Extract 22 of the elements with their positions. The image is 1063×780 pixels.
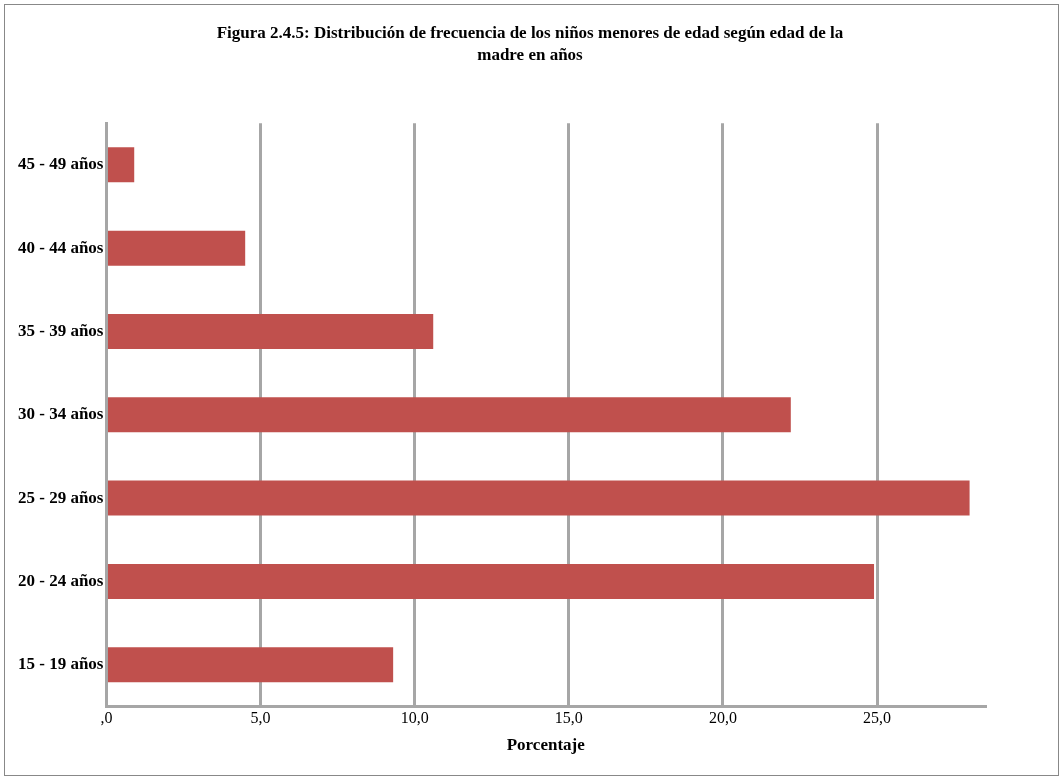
y-tick-label: 35 - 39 años (18, 320, 104, 340)
y-tick-label: 20 - 24 años (18, 570, 104, 590)
x-tick-label: 15,0 (554, 709, 583, 727)
y-tick-label: 25 - 29 años (18, 487, 104, 507)
x-axis-title: Porcentaje (506, 735, 586, 755)
bar (107, 313, 434, 349)
y-tick-label: 30 - 34 años (18, 404, 104, 424)
bar (107, 397, 791, 433)
bar (107, 480, 970, 516)
bar (107, 563, 875, 599)
x-tick-label: 5,0 (250, 709, 271, 727)
y-tick-label: 45 - 49 años (18, 154, 104, 174)
x-tick-label: ,0 (100, 709, 113, 727)
x-tick-label: 10,0 (400, 709, 429, 727)
bar (107, 147, 135, 183)
y-tick-label: 40 - 44 años (18, 237, 104, 257)
x-tick-label: 20,0 (708, 709, 737, 727)
chart-title: Figura 2.4.5: Distribución de frecuencia de los niños menores de edad según edad de la madre en años (215, 22, 845, 66)
bar (107, 230, 246, 266)
y-tick-label: 15 - 19 años (18, 654, 104, 674)
x-tick-label: 25,0 (863, 709, 892, 727)
bar (107, 647, 394, 683)
